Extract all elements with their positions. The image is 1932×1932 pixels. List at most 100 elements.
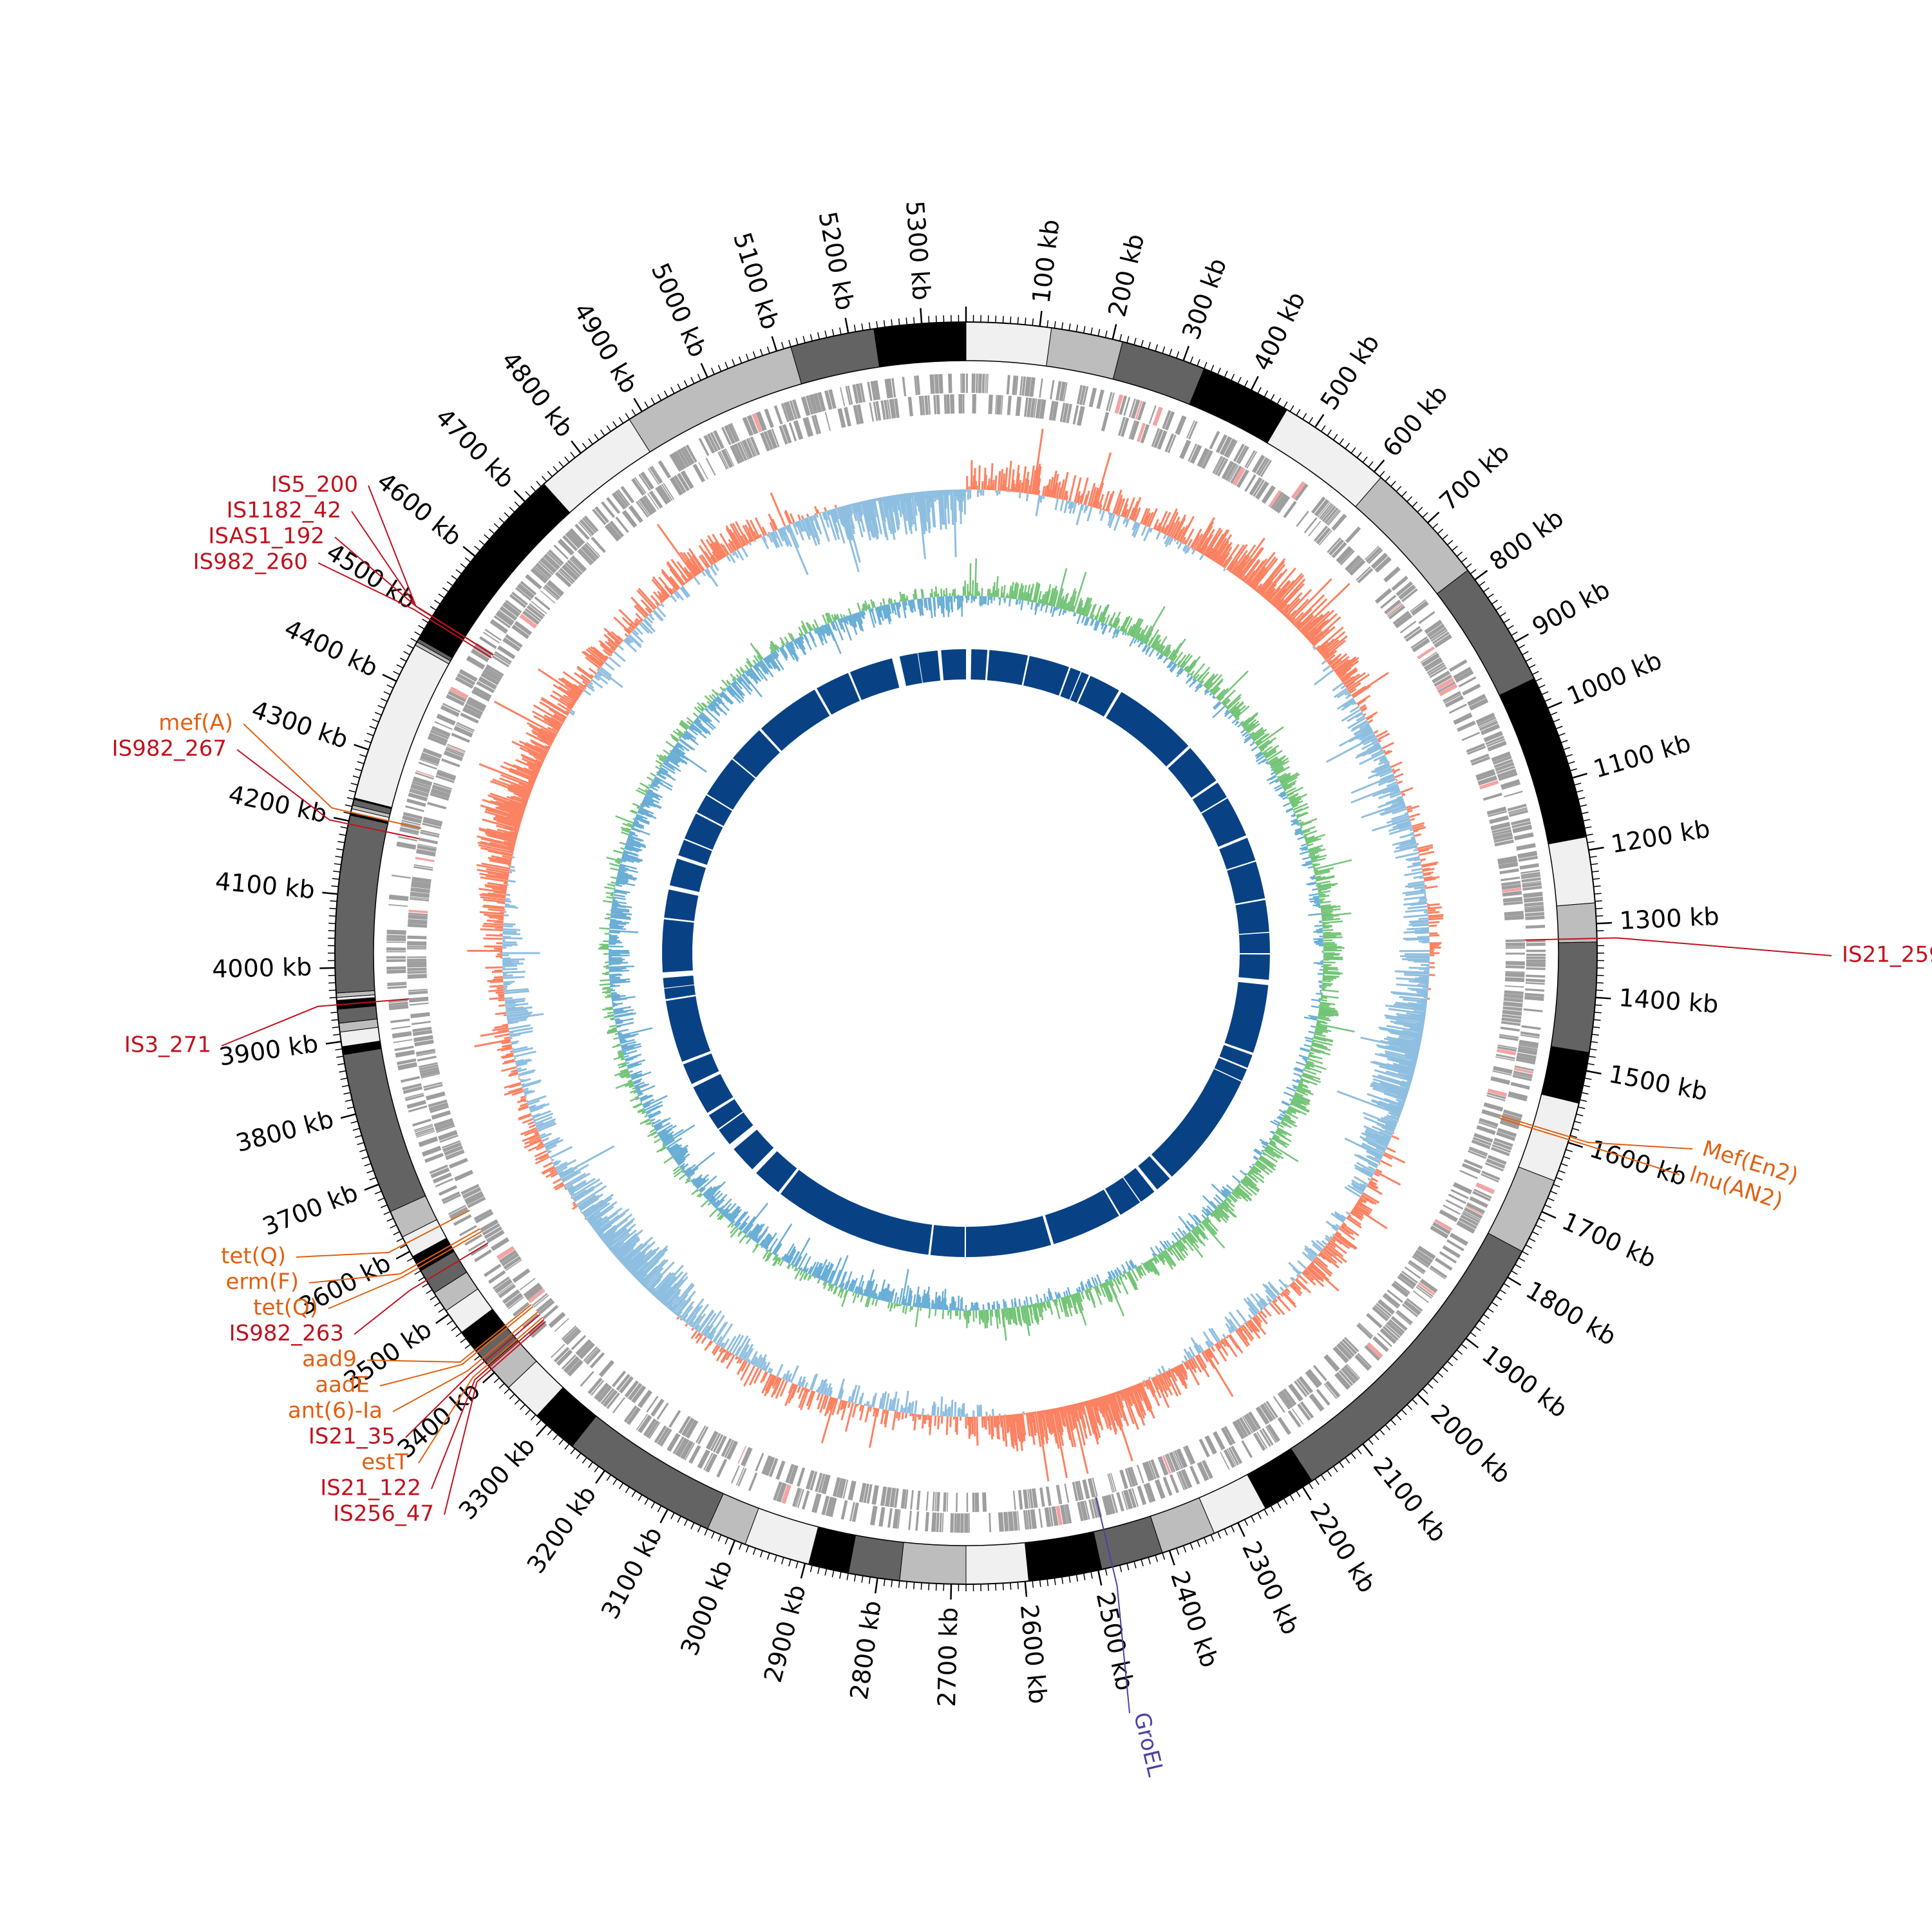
coverage-block bbox=[971, 649, 988, 681]
contig-segment bbox=[965, 321, 1052, 367]
tick-label: 300 kb bbox=[1177, 254, 1232, 343]
coverage-block bbox=[756, 1151, 797, 1193]
tick-label: 3800 kb bbox=[233, 1104, 337, 1157]
tick-label: 5200 kb bbox=[813, 209, 860, 312]
tick-label: 4500 kb bbox=[321, 538, 421, 615]
coverage-block bbox=[1201, 798, 1246, 848]
coverage-block bbox=[1238, 954, 1270, 980]
tick-label: 1700 kb bbox=[1558, 1207, 1660, 1274]
coverage-block bbox=[662, 919, 694, 972]
coverage-block bbox=[734, 1130, 774, 1170]
tick-label: 400 kb bbox=[1247, 287, 1311, 375]
tick-label: 3700 kb bbox=[259, 1178, 362, 1241]
coverage-block bbox=[1168, 748, 1217, 798]
tick-label: 1500 kb bbox=[1607, 1059, 1710, 1106]
coverage-block bbox=[1219, 837, 1256, 870]
feature-label: IS21_259 bbox=[1842, 942, 1932, 968]
coverage-block bbox=[664, 889, 699, 922]
feature-label: IS5_200 bbox=[271, 472, 358, 498]
tick-label: 4900 kb bbox=[568, 298, 643, 399]
tick-label: 3900 kb bbox=[217, 1029, 320, 1071]
coverage-block bbox=[930, 1225, 965, 1257]
feature-leader-line bbox=[1524, 937, 1832, 956]
coverage-block bbox=[780, 1170, 933, 1255]
tick-label: 2400 kb bbox=[1165, 1567, 1224, 1671]
coverage-track bbox=[662, 649, 1270, 1257]
gc-content-track bbox=[467, 428, 1444, 1482]
tick-label: 3100 kb bbox=[596, 1522, 668, 1624]
tick-label: 1000 kb bbox=[1563, 646, 1666, 711]
tick-label: 100 kb bbox=[1027, 218, 1065, 305]
tick-label: 2500 kb bbox=[1091, 1589, 1139, 1693]
coverage-block bbox=[1060, 667, 1081, 700]
feature-label: ant(6)-Ia bbox=[288, 1398, 383, 1424]
tick-label: 5300 kb bbox=[900, 200, 936, 301]
contig-segment bbox=[334, 815, 388, 994]
coverage-block bbox=[1123, 1168, 1155, 1202]
tick-label: 2700 kb bbox=[933, 1607, 963, 1707]
feature-leader-line bbox=[1095, 1497, 1130, 1714]
tick-label: 900 kb bbox=[1528, 575, 1615, 641]
feature-label: GroEL bbox=[1128, 1710, 1168, 1779]
feature-label: aad9 bbox=[302, 1347, 357, 1372]
tick-label: 2900 kb bbox=[759, 1582, 811, 1685]
contig-segment bbox=[965, 1542, 1030, 1585]
coverage-block bbox=[1235, 900, 1269, 934]
tick-label: 4400 kb bbox=[280, 614, 383, 682]
contig-segment bbox=[1189, 368, 1287, 444]
coverage-block bbox=[706, 759, 755, 810]
tick-label: 2100 kb bbox=[1368, 1452, 1453, 1548]
tick-label: 200 kb bbox=[1103, 231, 1150, 319]
coverage-block bbox=[1105, 1177, 1141, 1215]
feature-leader-line bbox=[444, 1321, 546, 1515]
coverage-block bbox=[1023, 656, 1069, 696]
contig-segment bbox=[343, 1048, 426, 1213]
tick-label: 1800 kb bbox=[1521, 1276, 1622, 1351]
feature-leader-line bbox=[296, 1209, 470, 1258]
feature-leader-line bbox=[354, 1242, 489, 1335]
gc-content-below-mean bbox=[502, 489, 1430, 1417]
feature-label: tet(Q) bbox=[221, 1244, 286, 1269]
feature-label: erm(F) bbox=[225, 1269, 299, 1295]
tick-label: 2600 kb bbox=[1015, 1603, 1052, 1705]
coverage-block bbox=[899, 653, 923, 687]
coverage-block bbox=[1151, 1068, 1242, 1177]
tick-label: 2000 kb bbox=[1425, 1399, 1517, 1489]
coverage-block bbox=[664, 985, 696, 999]
cds-track bbox=[386, 374, 1546, 1533]
tick-marks bbox=[319, 307, 1612, 1600]
feature-label: ISAS1_192 bbox=[208, 524, 325, 549]
feature-leader-line bbox=[334, 536, 494, 656]
contig-segment bbox=[1540, 1046, 1590, 1104]
tick-label: 4800 kb bbox=[496, 346, 579, 442]
feature-leader-line bbox=[431, 1319, 545, 1490]
coverage-block bbox=[817, 673, 860, 715]
tick-label: 4600 kb bbox=[372, 467, 467, 552]
feature-label: estT bbox=[361, 1450, 408, 1475]
feature-label: IS21_35 bbox=[308, 1424, 395, 1450]
feature-label: aadE bbox=[315, 1372, 370, 1398]
tick-label: 4300 kb bbox=[248, 695, 352, 754]
tick-label: 4200 kb bbox=[226, 780, 330, 828]
tick-label: 5000 kb bbox=[646, 259, 713, 361]
feature-leader-line bbox=[1501, 1115, 1693, 1150]
tick-label: 2200 kb bbox=[1304, 1498, 1381, 1598]
coverage-block bbox=[732, 730, 780, 778]
tick-label: 1400 kb bbox=[1618, 983, 1719, 1019]
feature-leader-line bbox=[405, 1314, 540, 1438]
tick-label: 1200 kb bbox=[1609, 815, 1712, 859]
coverage-block bbox=[696, 795, 732, 826]
contig-segment bbox=[1112, 341, 1205, 405]
contig-segment bbox=[899, 1542, 967, 1585]
major-ticks bbox=[319, 307, 1612, 1600]
feature-leader-line bbox=[317, 562, 492, 659]
tick-label: 4000 kb bbox=[212, 952, 312, 983]
contig-segment bbox=[873, 321, 967, 368]
tick-label: 3000 kb bbox=[675, 1556, 738, 1659]
tick-label: 5100 kb bbox=[728, 229, 784, 333]
coverage-block bbox=[708, 1099, 743, 1129]
feature-leader-line bbox=[379, 1306, 534, 1387]
